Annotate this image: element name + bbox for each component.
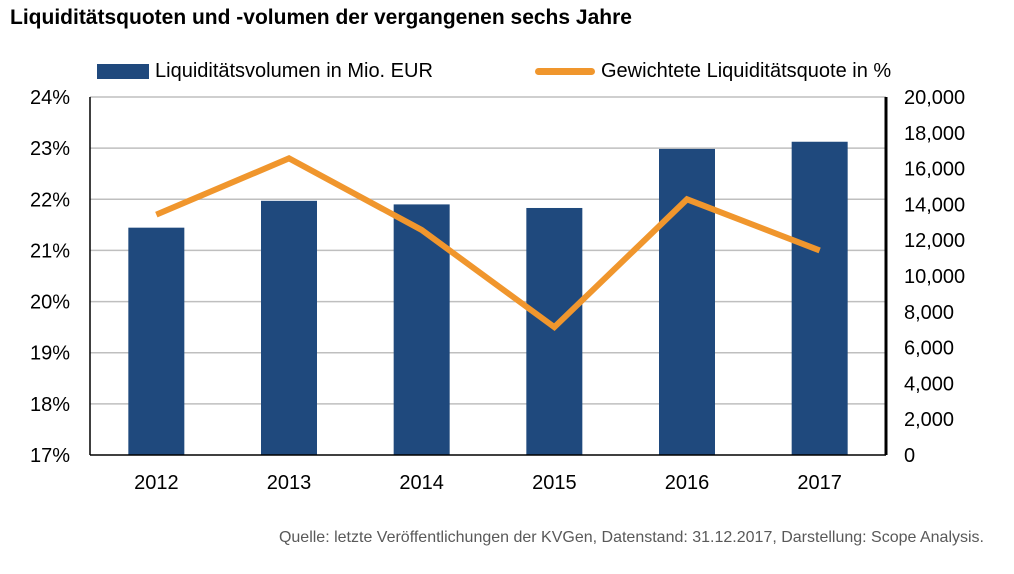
right-tick-label: 8,000 (904, 302, 954, 324)
quote-line (155, 155, 821, 332)
right-tick-label: 20,000 (904, 87, 965, 109)
category-label: 2014 (399, 472, 444, 494)
legend: Liquiditätsvolumen in Mio. EUR Gewichtet… (0, 58, 1014, 84)
right-tick-label: 6,000 (904, 338, 954, 360)
category-label: 2017 (797, 472, 842, 494)
legend-label-volume: Liquiditätsvolumen in Mio. EUR (155, 59, 433, 82)
left-tick-label: 18% (30, 394, 70, 416)
right-axis-ticks: 0 2,000 4,000 6,000 8,000 10,000 12,000 14,000 1… (904, 87, 965, 467)
bar-2013 (261, 200, 317, 455)
bar-2015 (526, 207, 583, 455)
left-axis-ticks: 17% 18% 19% 20% 21% 22% 23% 24% (30, 87, 70, 467)
right-tick-label: 18,000 (904, 123, 965, 145)
bars (128, 141, 848, 455)
source-note: Quelle: letzte Veröffentlichungen der KV… (278, 529, 984, 546)
category-ticks: 2012 2013 2014 2015 2016 2017 (134, 472, 842, 494)
right-tick-label: 10,000 (904, 266, 965, 288)
legend-swatch-volume (97, 63, 149, 79)
right-tick-label: 2,000 (904, 409, 954, 431)
right-tick-label: 0 (904, 445, 915, 467)
right-tick-label: 12,000 (904, 230, 965, 252)
axes (89, 97, 888, 456)
left-tick-label: 21% (30, 240, 70, 262)
left-tick-label: 19% (30, 343, 70, 365)
left-tick-label: 23% (30, 138, 70, 160)
legend-label-quote: Gewichtete Liquiditätsquote in % (601, 59, 892, 82)
category-label: 2015 (532, 472, 577, 494)
category-label: 2012 (134, 472, 179, 494)
gridlines (90, 96, 886, 405)
line-series (155, 155, 821, 332)
left-tick-label: 17% (30, 445, 70, 467)
legend-item-quote: Gewichtete Liquiditätsquote in % (535, 58, 891, 84)
bar-2017 (791, 141, 848, 455)
left-tick-label: 22% (30, 189, 70, 211)
chart-title: Liquiditätsquoten und -volumen der verga… (10, 6, 632, 29)
category-label: 2013 (267, 472, 312, 494)
right-tick-label: 16,000 (904, 159, 965, 181)
right-tick-label: 14,000 (904, 194, 965, 216)
category-label: 2016 (665, 472, 710, 494)
right-tick-label: 4,000 (904, 373, 954, 395)
legend-swatch-quote (535, 67, 595, 75)
left-tick-label: 20% (30, 292, 70, 314)
legend-item-volume: Liquiditätsvolumen in Mio. EUR (97, 58, 433, 84)
bar-2012 (128, 227, 185, 455)
bar-2016 (659, 148, 715, 455)
left-tick-label: 24% (30, 87, 70, 109)
